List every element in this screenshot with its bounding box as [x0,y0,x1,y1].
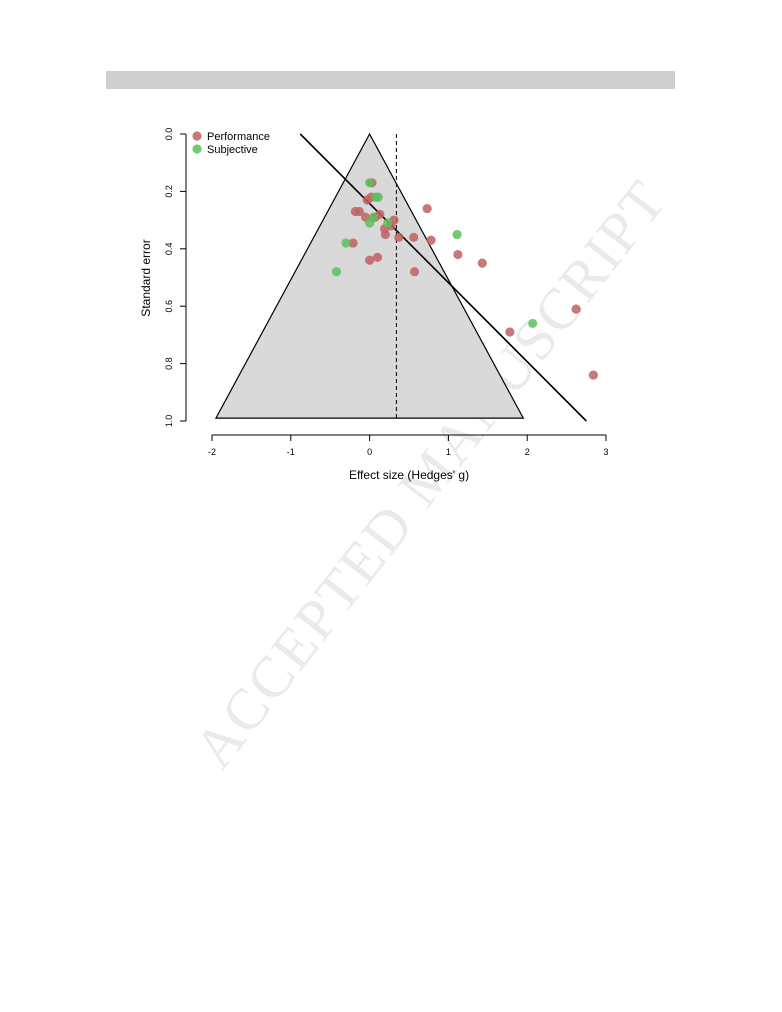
legend-label-performance: Performance [207,131,270,143]
subjective-point-8 [331,267,342,277]
x-axis: -2 -1 0 1 2 3 [208,434,609,457]
legend-marker-performance [192,131,202,141]
subjective-point-4 [365,218,375,228]
data-points [331,178,598,380]
performance-point-18 [372,252,383,263]
performance-point-12 [380,229,390,240]
x-axis-title: Effect size (Hedges' g) [349,468,469,482]
x-tick-label-0: -2 [208,447,216,457]
performance-point-19 [365,255,375,265]
x-tick-label-4: 2 [525,447,530,457]
y-axis-title: Standard error [139,239,153,316]
performance-point-21 [409,267,420,277]
page-header-bar [106,71,675,89]
y-tick-label-3: 0.6 [164,300,174,313]
subjective-point-7 [341,238,351,248]
performance-point-4 [354,206,364,217]
performance-point-20 [477,258,487,268]
performance-point-14 [409,232,419,242]
subjective-point-2 [371,192,381,202]
y-tick-label-2: 0.4 [164,243,174,256]
legend-label-subjective: Subjective [207,144,258,156]
performance-point-22 [571,304,581,314]
y-tick-label-5: 1.0 [164,415,174,428]
performance-point-11 [422,204,432,214]
subjective-point-6 [452,229,462,240]
performance-point-17 [453,249,463,260]
y-tick-label-0: 0.0 [164,128,174,141]
performance-point-13 [394,232,404,242]
performance-point-23 [505,327,515,337]
performance-point-24 [588,370,598,380]
y-axis: 0.0 0.2 0.4 0.6 0.8 1.0 [164,128,187,428]
funnel-triangle [214,132,525,419]
legend-marker-subjective [192,144,202,154]
performance-point-16 [348,238,358,248]
subjective-point-5 [383,218,393,228]
performance-point-15 [426,235,436,245]
y-tick-label-1: 0.2 [164,185,174,198]
subjective-point-9 [528,318,538,329]
y-tick-label-4: 0.8 [164,357,174,370]
subjective-point-0 [365,178,375,188]
x-tick-label-1: -1 [287,447,295,457]
x-tick-label-5: 3 [603,447,608,457]
regression-line [299,133,587,422]
x-tick-label-2: 0 [367,447,372,457]
x-tick-label-3: 1 [446,447,451,457]
